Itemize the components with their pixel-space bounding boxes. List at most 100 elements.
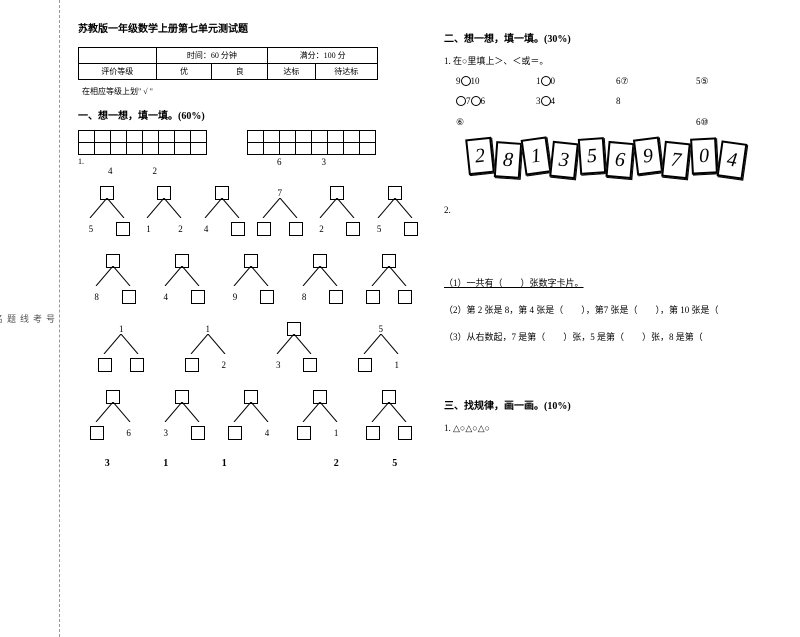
tree-row: 6 3 4 1: [78, 390, 424, 440]
tree-bottom-right: [398, 426, 412, 440]
tree-bottom-left: 4: [159, 290, 173, 304]
small-grid-right: [247, 130, 376, 155]
tree-bottom-left: 2: [314, 222, 328, 236]
tree-bottom-right: [404, 222, 418, 236]
q1-label: 1. 在○里填上＞、＜或＝。: [444, 53, 790, 69]
compare-item: ⑥: [456, 114, 506, 130]
grid-num: 2: [153, 166, 158, 176]
grid-num: 4: [108, 166, 113, 176]
compare-row: 76 34 8: [456, 93, 790, 109]
compare-item: 10: [536, 73, 586, 89]
decomposition-tree: 7: [255, 186, 305, 236]
left-column: 苏教版一年级数学上册第七单元测试题 时间：60 分钟 满分：100 分 评价等级…: [68, 0, 434, 637]
sub-question-3: （3）从右数起，7 是第（ ）张，5 是第（ ）张，8 是第（: [444, 330, 790, 343]
bottom-number: 2: [334, 458, 339, 469]
score-cell: 良: [212, 64, 268, 80]
tree-bottom-right: [260, 290, 274, 304]
score-cell: 时间：60 分钟: [156, 48, 268, 64]
tree-bottom-left: 1: [141, 222, 155, 236]
tree-bottom-right: [191, 426, 205, 440]
decomposition-tree: 12: [139, 186, 189, 236]
decomposition-tree: 4: [157, 254, 207, 304]
sub-question-2: （2）第 2 张是 8，第 4 张是（ ），第7 张是（ ），第 10 张是（: [444, 303, 790, 316]
grid-num: 6: [277, 157, 282, 167]
tree-row: 112351: [78, 322, 424, 372]
tree-bottom-right: [122, 290, 136, 304]
tree-bottom-right: 1: [390, 358, 404, 372]
pattern-question: 1. △○△○△○: [444, 420, 790, 436]
compare-item: 6⑦: [616, 73, 666, 89]
decomposition-tree: 5: [82, 186, 132, 236]
gutter-char: 题: [5, 10, 18, 627]
tree-row: 8 4 9 8: [78, 254, 424, 304]
sub-question-1: （1）一共有（ ）张数字卡片。: [444, 276, 790, 289]
tree-bottom-right: [289, 222, 303, 236]
tree-bottom-right: [116, 222, 130, 236]
tree-bottom-left: [228, 426, 242, 440]
tree-bottom-right: [398, 290, 412, 304]
small-grid-left: [78, 130, 207, 155]
score-cell: 优: [156, 64, 212, 80]
number-card: 7: [661, 140, 691, 179]
score-table: 时间：60 分钟 满分：100 分 评价等级 优 良 达标 待达标: [78, 47, 378, 80]
number-card: 0: [690, 137, 718, 174]
decomposition-tree: 6: [88, 390, 138, 440]
tree-bottom-left: [98, 358, 112, 372]
tree-bottom-right: 4: [260, 426, 274, 440]
tree-bottom-left: 8: [297, 290, 311, 304]
compare-row: 910 10 6⑦ 5⑤: [456, 73, 790, 89]
number-card: 4: [717, 140, 748, 179]
score-cell: 待达标: [315, 64, 378, 80]
tree-bottom-left: 5: [372, 222, 386, 236]
tree-bottom-right: 1: [329, 426, 343, 440]
bottom-number: 3: [105, 458, 110, 469]
compare-item: 34: [536, 93, 586, 109]
score-cell: 满分：100 分: [268, 48, 378, 64]
tree-bottom-left: [90, 426, 104, 440]
tree-bottom-left: [366, 290, 380, 304]
bottom-number: 1: [222, 458, 227, 469]
number-card: 8: [494, 141, 522, 179]
number-card: 2: [465, 136, 495, 175]
grid-pair: 1. 4 2 6 3: [78, 130, 424, 176]
tree-bottom-left: 9: [228, 290, 242, 304]
bottom-number: 1: [163, 458, 168, 469]
gutter-char: 名: [0, 10, 5, 627]
section3-title: 三、找规律，画一画。(10%): [444, 397, 790, 412]
decomposition-tree: 3: [157, 390, 207, 440]
tree-bottom-left: [358, 358, 372, 372]
decomposition-tree: 8: [295, 254, 345, 304]
number-card: 6: [605, 141, 634, 179]
decomposition-tree: 4: [226, 390, 276, 440]
tree-bottom-right: [130, 358, 144, 372]
tree-bottom-right: 2: [173, 222, 187, 236]
score-cell: [79, 48, 157, 64]
section1-title: 一、想一想，填一填。(60%): [78, 107, 424, 122]
compare-item: 5⑤: [696, 73, 746, 89]
decomposition-tree: [364, 390, 414, 440]
document-title: 苏教版一年级数学上册第七单元测试题: [78, 20, 424, 35]
compare-item: 910: [456, 73, 506, 89]
decomposition-tree: 4: [197, 186, 247, 236]
q2-label: 2.: [444, 202, 790, 218]
tree-bottom-right: [191, 290, 205, 304]
tree-bottom-left: 3: [159, 426, 173, 440]
number-card: 1: [521, 136, 552, 175]
compare-item: 76: [456, 93, 506, 109]
decomposition-tree: 8: [88, 254, 138, 304]
compare-row: ⑥6⑩: [456, 114, 790, 130]
decomposition-tree: 9: [226, 254, 276, 304]
tree-bottom-right: 6: [122, 426, 136, 440]
tree-bottom-right: 2: [217, 358, 231, 372]
compare-item: 8: [616, 93, 666, 109]
tree-bottom-right: [303, 358, 317, 372]
decomposition-tree: 51: [356, 322, 406, 372]
right-column: 二、想一想，填一填。(30%) 1. 在○里填上＞、＜或＝。 910106⑦5⑤…: [434, 0, 800, 637]
gutter-char: 考: [31, 10, 44, 627]
gutter-char: 号: [44, 10, 57, 627]
decomposition-tree: 5: [370, 186, 420, 236]
tree-bottom-left: [297, 426, 311, 440]
tree-bottom-right: [346, 222, 360, 236]
grid-num: 3: [322, 157, 327, 167]
decomposition-tree: 1: [96, 322, 146, 372]
